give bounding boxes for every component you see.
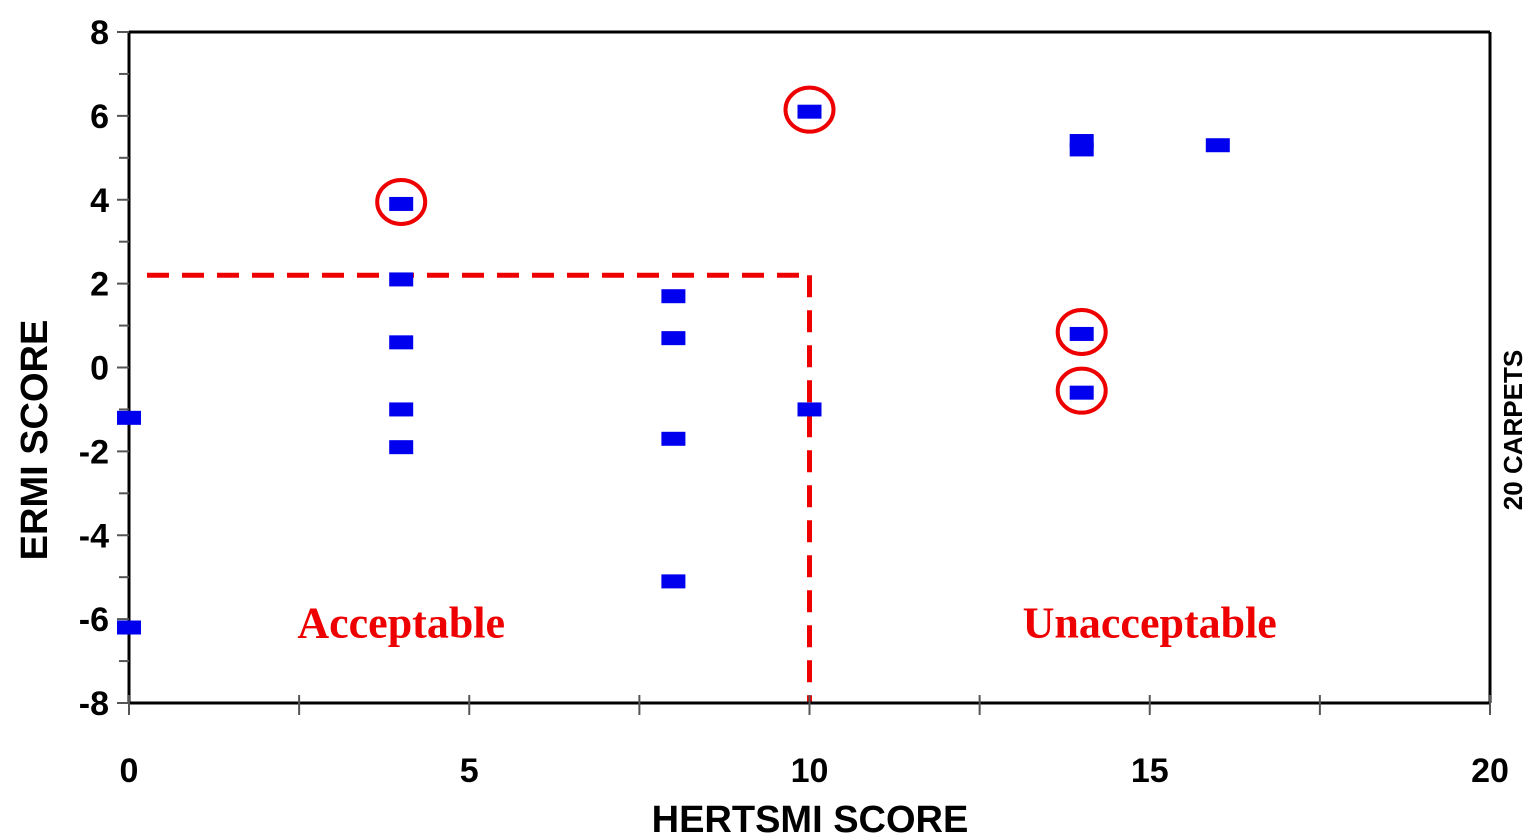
data-point [661, 331, 686, 346]
data-point [797, 402, 822, 417]
region-label: Acceptable [297, 598, 505, 647]
data-point [389, 335, 414, 350]
y-tick-label: 4 [90, 182, 109, 220]
x-tick-label: 5 [460, 752, 479, 790]
data-point [1205, 138, 1230, 153]
region-label: Unacceptable [1023, 598, 1277, 647]
highlight-circle [1055, 366, 1108, 415]
y-tick-label: -2 [79, 433, 109, 471]
y-tick-label: 8 [90, 14, 109, 52]
x-tick-label: 20 [1471, 752, 1509, 790]
data-point [1069, 385, 1094, 400]
y-tick-label: -8 [79, 685, 109, 723]
highlight-circle [783, 85, 836, 134]
data-point [797, 104, 822, 119]
highlight-circle [1055, 307, 1108, 356]
data-point [389, 402, 414, 417]
x-axis-title: HERTSMI SCORE [652, 799, 969, 840]
data-point [1069, 326, 1094, 341]
y-tick-label: 0 [90, 350, 109, 388]
data-point [389, 196, 414, 211]
highlight-circles [375, 85, 1108, 415]
x-tick-label: 0 [120, 752, 139, 790]
data-point [117, 620, 141, 635]
y-tick-label: 6 [90, 98, 109, 136]
y-axis-title: ERMI SCORE [14, 320, 56, 561]
labels: HERTSMI SCORE ERMI SCORE 20 CARPETS Accepta… [14, 320, 1528, 840]
data-point [389, 440, 414, 455]
data-points [117, 104, 1230, 635]
data-point [117, 410, 141, 425]
y-tick-label: 2 [90, 266, 109, 304]
right-side-label: 20 CARPETS [1498, 350, 1528, 510]
data-point [661, 289, 686, 304]
y-tick-label: -4 [79, 517, 109, 555]
data-point [389, 272, 414, 287]
data-point [1069, 142, 1094, 157]
x-tick-label: 10 [791, 752, 829, 790]
threshold-lines [147, 272, 812, 703]
data-point [661, 431, 686, 446]
y-tick-label: -6 [79, 601, 109, 639]
data-point [661, 574, 686, 589]
x-tick-label: 15 [1131, 752, 1169, 790]
highlight-circle [375, 177, 428, 226]
